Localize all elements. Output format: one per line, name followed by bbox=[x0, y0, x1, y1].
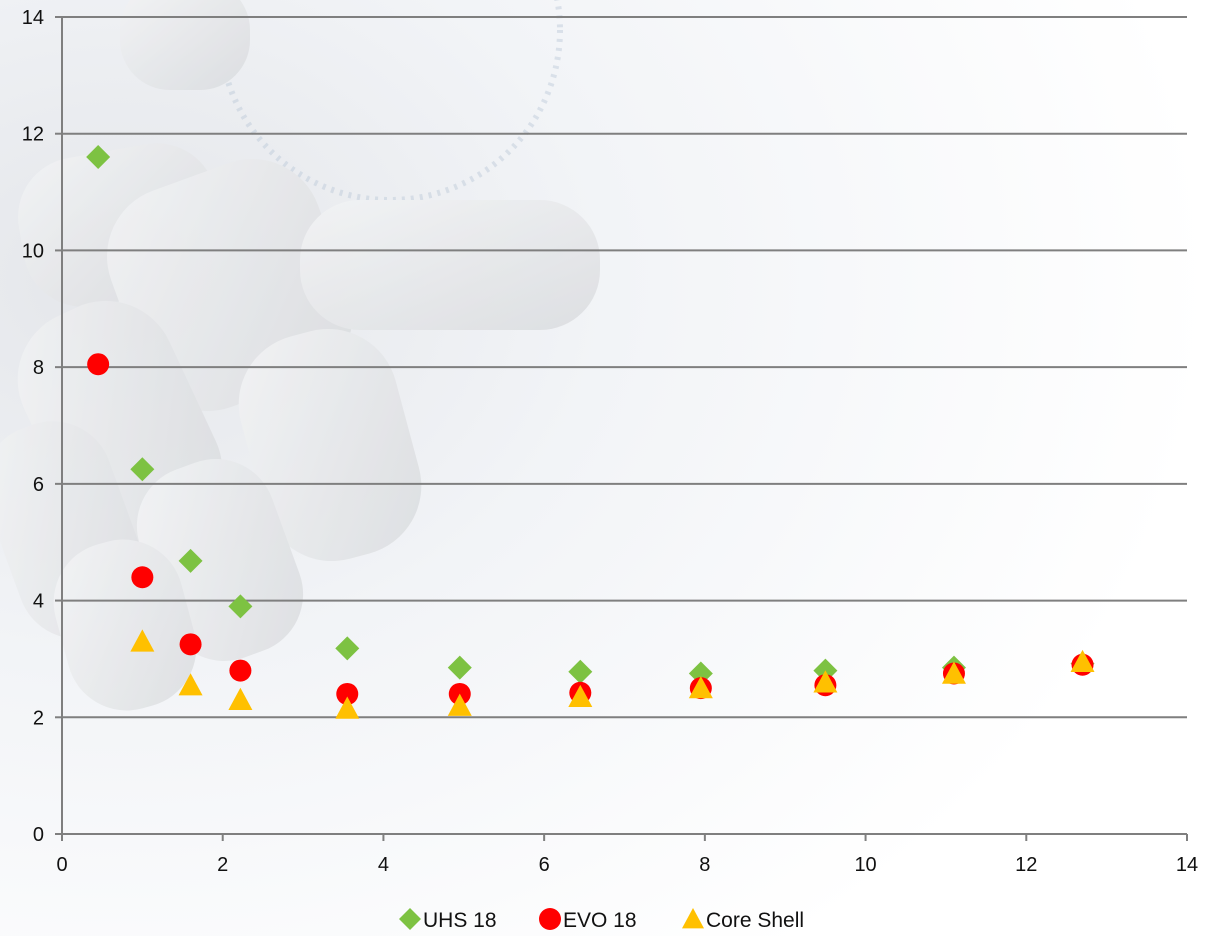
y-axis-ticks: 0 2 4 6 8 10 12 14 bbox=[22, 7, 62, 846]
legend-label-core-shell: Core Shell bbox=[706, 909, 804, 932]
y-tick-label: 12 bbox=[22, 124, 44, 146]
legend: UHS 18 EVO 18 Core Shell bbox=[399, 908, 804, 932]
core-shell-point bbox=[130, 629, 155, 652]
x-tick-label: 14 bbox=[1176, 854, 1198, 876]
uhs-18-point bbox=[86, 145, 111, 170]
evo-18-point bbox=[87, 353, 110, 376]
y-tick-label: 4 bbox=[33, 591, 44, 613]
legend-marker-uhs-18 bbox=[399, 908, 421, 930]
uhs-18-point bbox=[335, 636, 360, 661]
core-shell-point bbox=[688, 676, 713, 699]
x-tick-label: 8 bbox=[699, 854, 710, 876]
legend-marker-core-shell bbox=[682, 908, 704, 929]
legend-item-core-shell: Core Shell bbox=[682, 908, 804, 932]
robot-hand-illustration bbox=[0, 0, 600, 711]
uhs-18-point bbox=[447, 655, 472, 680]
x-tick-label: 12 bbox=[1015, 854, 1037, 876]
gridlines bbox=[62, 16, 1187, 719]
y-tick-label: 8 bbox=[33, 357, 44, 379]
x-tick-label: 10 bbox=[854, 854, 876, 876]
y-tick-label: 2 bbox=[33, 707, 44, 729]
core-shell-point bbox=[178, 673, 203, 696]
y-tick-label: 6 bbox=[33, 474, 44, 496]
legend-item-evo-18: EVO 18 bbox=[539, 908, 637, 932]
x-tick-label: 6 bbox=[539, 854, 550, 876]
core-shell-point bbox=[941, 661, 966, 684]
y-tick-label: 10 bbox=[22, 240, 44, 262]
legend-item-uhs-18: UHS 18 bbox=[399, 908, 497, 932]
evo-18-point bbox=[179, 633, 202, 656]
uhs-18-point bbox=[568, 659, 593, 684]
legend-marker-evo-18 bbox=[539, 908, 561, 930]
data-points bbox=[86, 145, 1095, 719]
x-tick-label: 4 bbox=[378, 854, 389, 876]
core-shell-point bbox=[813, 670, 838, 693]
uhs-18-point bbox=[178, 548, 203, 573]
legend-label-evo-18: EVO 18 bbox=[563, 909, 637, 932]
core-shell-point bbox=[335, 696, 360, 719]
evo-18-point bbox=[131, 566, 154, 589]
core-shell-point bbox=[447, 693, 472, 716]
core-shell-point bbox=[1070, 649, 1095, 673]
x-axis-ticks: 0 2 4 6 8 10 12 14 bbox=[56, 834, 1198, 876]
core-shell-point bbox=[568, 684, 593, 708]
legend-label-uhs-18: UHS 18 bbox=[423, 909, 497, 932]
uhs-18-point bbox=[130, 457, 155, 482]
x-tick-label: 0 bbox=[56, 854, 67, 876]
evo-18-point bbox=[336, 682, 359, 705]
uhs-18-point bbox=[228, 594, 253, 619]
x-tick-label: 2 bbox=[217, 854, 228, 876]
y-tick-label: 14 bbox=[22, 7, 44, 29]
y-tick-label: 0 bbox=[33, 824, 44, 846]
evo-18-point bbox=[229, 659, 252, 682]
axes bbox=[61, 17, 1187, 835]
core-shell-point bbox=[228, 687, 253, 710]
